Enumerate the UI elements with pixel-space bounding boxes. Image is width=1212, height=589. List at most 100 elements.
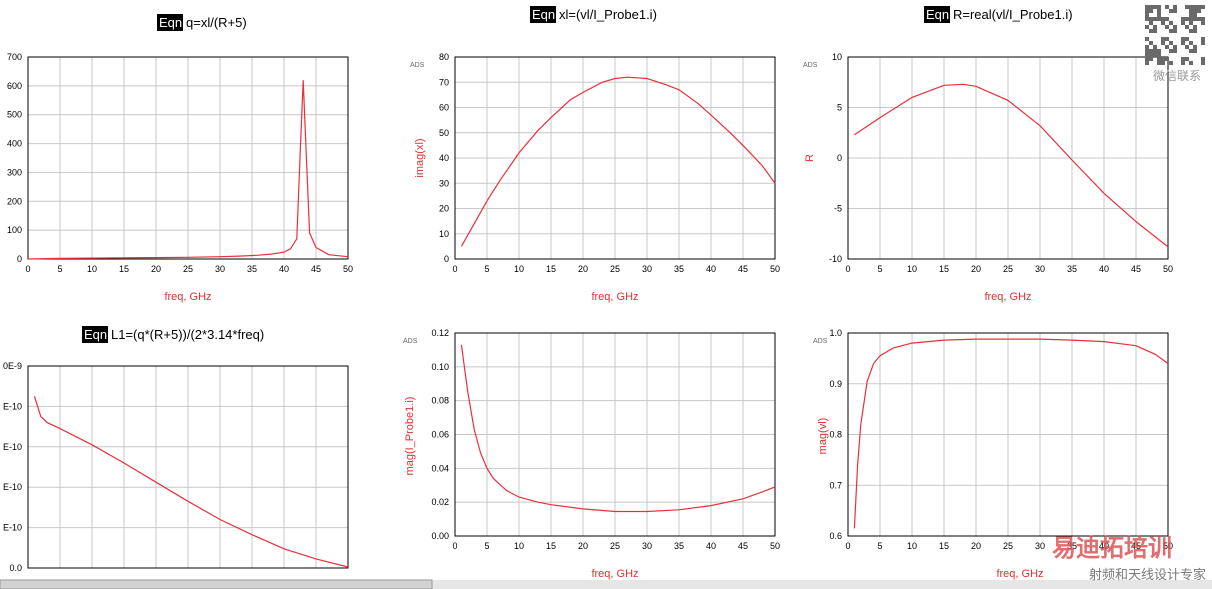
- x-tick-label: 0: [452, 264, 457, 274]
- x-tick-label: 30: [1035, 541, 1045, 551]
- x-tick-label: 15: [939, 264, 949, 274]
- x-tick-label: 10: [514, 541, 524, 551]
- eqn-badge: [530, 6, 556, 23]
- x-tick-label: 10: [907, 264, 917, 274]
- brand-watermark: 易迪拓培训: [1052, 534, 1172, 562]
- y-tick-label: 40: [439, 153, 449, 163]
- x-tick-label: 50: [770, 541, 780, 551]
- equation-text: xl=(vl/I_Probe1.i): [559, 7, 657, 22]
- ads-tag: ADS: [803, 62, 818, 69]
- y-tick-label: 10: [439, 229, 449, 239]
- y-tick-label: 0E-9: [3, 361, 22, 371]
- x-tick-label: 45: [1131, 541, 1141, 551]
- x-tick-label: 20: [578, 264, 588, 274]
- x-tick-label: 15: [546, 541, 556, 551]
- x-tick-label: 30: [1035, 264, 1045, 274]
- eqn-badge: [82, 326, 108, 343]
- x-tick-label: 10: [514, 264, 524, 274]
- y-tick-label: 30: [439, 178, 449, 188]
- series-line: [27, 80, 349, 260]
- x-tick-label: 25: [610, 541, 620, 551]
- equation-text: q=xl/(R+5): [186, 15, 247, 30]
- plot-frame: [847, 56, 1169, 260]
- y-tick-label: 80: [439, 52, 449, 62]
- x-tick-label: 50: [1163, 264, 1173, 274]
- x-tick-label: 40: [706, 264, 716, 274]
- y-tick-label: 0.06: [431, 430, 449, 440]
- x-tick-label: 35: [674, 264, 684, 274]
- x-tick-label: 35: [247, 264, 257, 274]
- x-tick-label: 10: [907, 541, 917, 551]
- brand-tagline: 射频和天线设计专家: [1089, 567, 1206, 583]
- y-tick-label: 400: [7, 139, 22, 149]
- y-tick-label: 0.7: [829, 480, 842, 490]
- series-line: [854, 83, 1169, 248]
- y-tick-label: 0.8: [829, 430, 842, 440]
- equation-text: R=real(vl/I_Probe1.i): [953, 7, 1073, 22]
- y-tick-label: 0.02: [431, 497, 449, 507]
- equation-text: L1=(q*(R+5))/(2*3.14*freq): [111, 327, 264, 342]
- chart-panel-p3: 0 5 10 15 20 25 30 35 40 45 50 -10 -5 0 5 10 freq, GHz R A…: [803, 6, 1173, 303]
- chart-panel-p1: 0 5 10 15 20 25 30 35 40 45 5001002003004005006007…: [7, 14, 353, 303]
- x-axis-label: freq, GHz: [996, 568, 1043, 580]
- x-tick-label: 15: [546, 264, 556, 274]
- eqn-badge: [157, 14, 183, 31]
- x-tick-label: 20: [971, 541, 981, 551]
- x-tick-label: 45: [1131, 264, 1141, 274]
- y-tick-label: 0: [837, 153, 842, 163]
- x-tick-label: 20: [578, 541, 588, 551]
- x-axis-label: freq, GHz: [591, 291, 638, 303]
- y-tick-label: 1.0: [829, 328, 842, 338]
- horizontal-scrollbar[interactable]: [0, 579, 1212, 589]
- y-axis-label: mag(I_Probe1.i): [404, 397, 416, 476]
- x-tick-label: 35: [674, 541, 684, 551]
- scrollbar-thumb[interactable]: [0, 579, 433, 589]
- x-tick-label: 40: [1099, 541, 1109, 551]
- y-axis-label: R: [804, 154, 816, 162]
- y-tick-label: 70: [439, 77, 449, 87]
- x-tick-label: 30: [215, 264, 225, 274]
- y-tick-label: E-10: [3, 401, 22, 411]
- y-tick-label: 60: [439, 103, 449, 113]
- y-tick-label: 0.0: [9, 563, 22, 573]
- eqn-badge: [924, 6, 950, 23]
- x-tick-label: 0: [845, 264, 850, 274]
- x-tick-label: 20: [151, 264, 161, 274]
- plot-frame: [27, 365, 349, 569]
- x-tick-label: 0: [845, 541, 850, 551]
- x-tick-label: 10: [87, 264, 97, 274]
- plot-frame: [27, 56, 349, 260]
- qr-code-icon: [1145, 5, 1205, 65]
- qr-caption: 微信联系: [1153, 69, 1201, 83]
- ads-tag: ADS: [813, 338, 828, 345]
- chart-panel-p6: 0 5 10 15 20 25 30 35 40 45 50 0.6 0.7 0.8 0.9 1.0 freq,…: [813, 328, 1173, 580]
- x-tick-label: 5: [484, 541, 489, 551]
- y-tick-label: 0.6: [829, 531, 842, 541]
- x-tick-label: 45: [738, 541, 748, 551]
- y-tick-label: 0.04: [431, 463, 449, 473]
- y-tick-label: 0: [444, 254, 449, 264]
- plot-frame: [847, 332, 1169, 537]
- y-tick-label: 200: [7, 196, 22, 206]
- y-tick-label: 100: [7, 225, 22, 235]
- x-tick-label: 0: [25, 264, 30, 274]
- x-tick-label: 0: [452, 541, 457, 551]
- x-tick-label: 45: [311, 264, 321, 274]
- x-tick-label: 30: [642, 264, 652, 274]
- eqn-badge-label: Eqn: [532, 7, 555, 22]
- y-tick-label: E-10: [3, 523, 22, 533]
- y-tick-label: 300: [7, 167, 22, 177]
- y-tick-label: 0: [17, 254, 22, 264]
- series-line: [33, 396, 349, 568]
- x-tick-label: 5: [484, 264, 489, 274]
- x-tick-label: 5: [877, 541, 882, 551]
- series-line: [853, 338, 1169, 529]
- eqn-badge-label: Eqn: [926, 7, 949, 22]
- x-tick-label: 25: [610, 264, 620, 274]
- y-tick-label: 20: [439, 204, 449, 214]
- x-tick-label: 50: [770, 264, 780, 274]
- x-tick-label: 40: [1099, 264, 1109, 274]
- ads-tag: ADS: [403, 338, 418, 345]
- plot-frame: [454, 332, 776, 537]
